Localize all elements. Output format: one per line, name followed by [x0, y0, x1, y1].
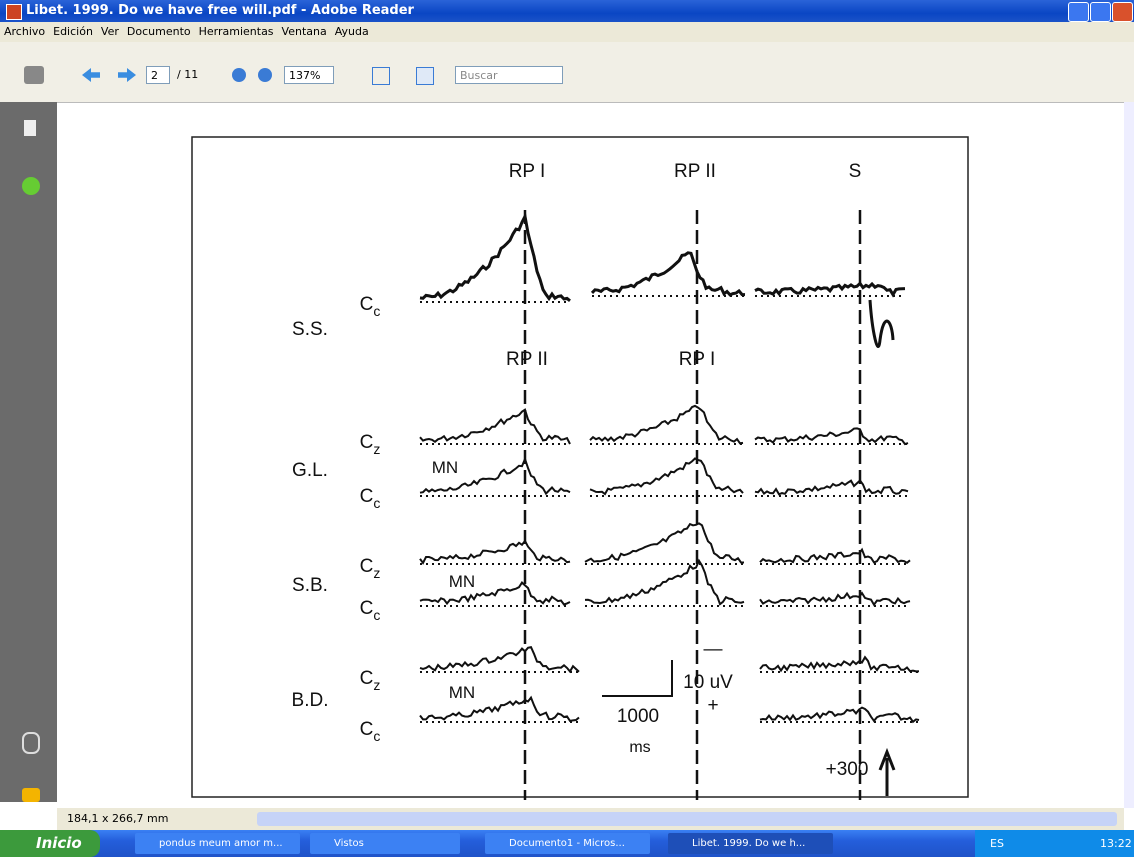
- channel-letter: C: [360, 432, 374, 453]
- taskbar-item[interactable]: Documento1 - Micros...: [485, 833, 650, 854]
- taskbar: Inicio pondus meum amor m... Vistos Docume…: [0, 830, 1134, 857]
- channel-letter: C: [360, 668, 374, 689]
- scale-time: 1000: [617, 706, 659, 727]
- channel-letter: C: [360, 294, 374, 315]
- channel-sub: c: [373, 728, 380, 744]
- channel-letter: C: [360, 719, 374, 740]
- channel-letter: C: [360, 598, 374, 619]
- subject-label: G.L.: [292, 460, 328, 481]
- subject-label: S.S.: [292, 319, 328, 340]
- mn-label: MN: [449, 572, 475, 591]
- status-bar: 184,1 x 266,7 mm: [57, 808, 1124, 830]
- column-label: RP I: [679, 349, 716, 370]
- page-size: 184,1 x 266,7 mm: [67, 808, 168, 830]
- channel-sub: c: [373, 607, 380, 623]
- channel-sub: z: [373, 677, 380, 693]
- clock: 13:22: [1100, 830, 1132, 857]
- taskbar-item[interactable]: Vistos: [310, 833, 460, 854]
- channel-sub: z: [373, 565, 380, 581]
- language: ES: [990, 830, 1004, 857]
- mn-label: MN: [432, 458, 458, 477]
- column-label: S: [849, 161, 862, 182]
- h-scrollbar[interactable]: [257, 812, 1117, 826]
- start-button[interactable]: Inicio: [0, 830, 100, 857]
- scale-plus: +: [707, 695, 718, 716]
- scale-unit: ms: [629, 739, 650, 756]
- subject-label: B.D.: [292, 690, 329, 711]
- channel-sub: c: [373, 303, 380, 319]
- channel-letter: C: [360, 486, 374, 507]
- channel-sub: c: [373, 495, 380, 511]
- scrollbar[interactable]: [1124, 102, 1134, 808]
- subject-label: S.B.: [292, 575, 328, 596]
- marker-label: +300: [826, 759, 869, 780]
- column-label: RP II: [506, 349, 548, 370]
- mn-label: MN: [449, 683, 475, 702]
- column-label: RP I: [509, 161, 546, 182]
- taskbar-item[interactable]: pondus meum amor m...: [135, 833, 300, 854]
- taskbar-item[interactable]: Libet. 1999. Do we h...: [668, 833, 833, 854]
- screen: Libet. 1999. Do we have free will.pdf - …: [0, 0, 1134, 857]
- scale-minus: —: [704, 639, 723, 660]
- scale-volt: 10 uV: [683, 672, 733, 693]
- column-label: RP II: [674, 161, 716, 182]
- channel-letter: C: [360, 556, 374, 577]
- channel-sub: z: [373, 441, 380, 457]
